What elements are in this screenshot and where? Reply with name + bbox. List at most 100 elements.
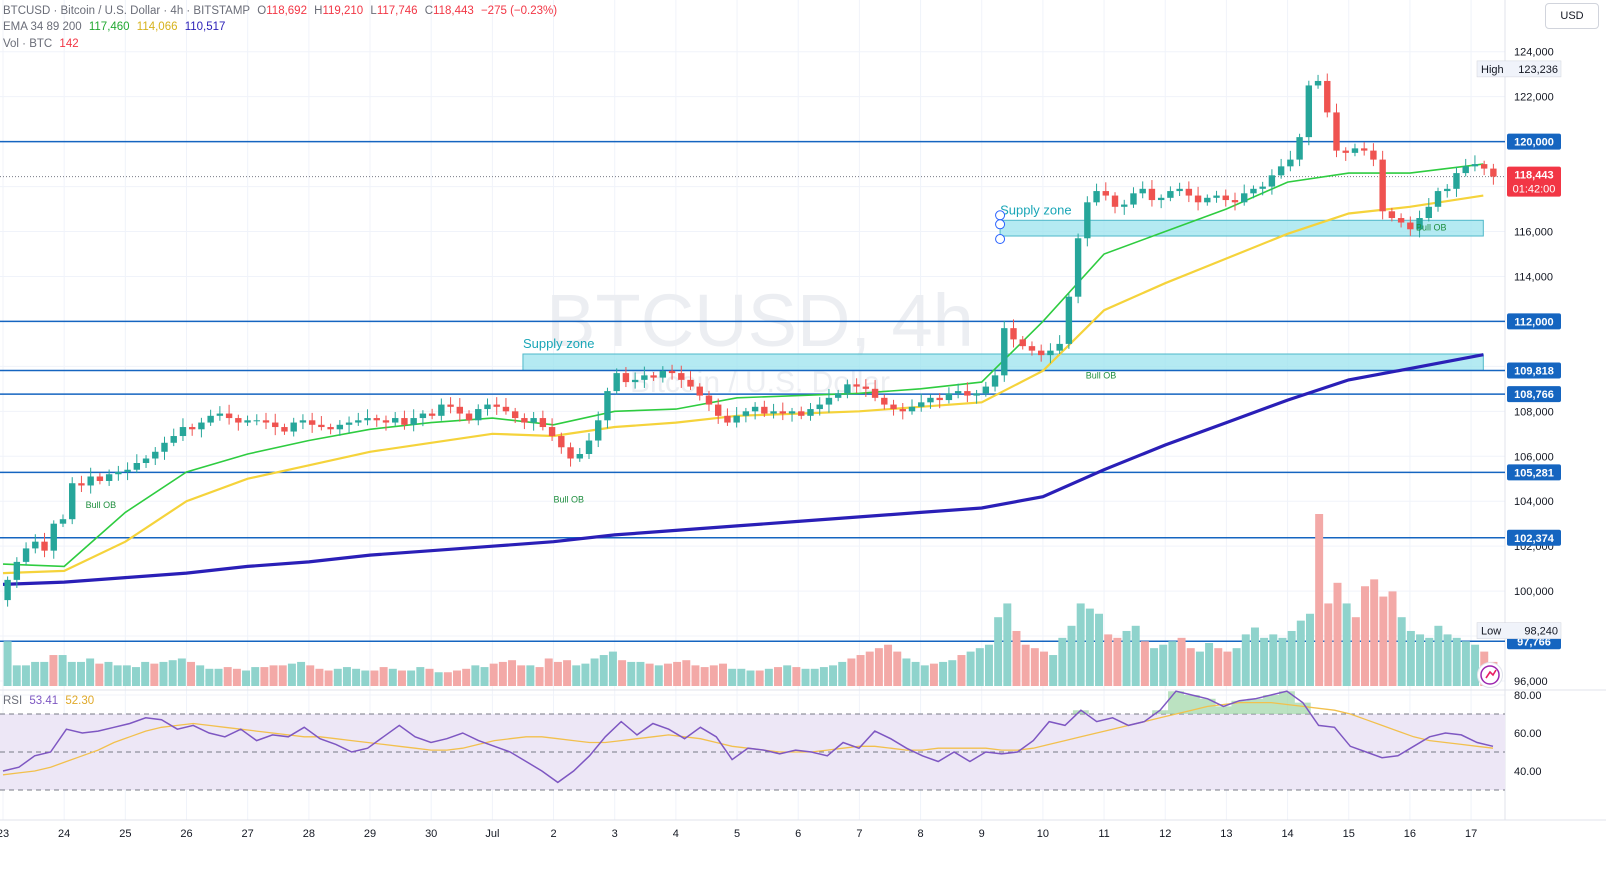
hline-price-tag[interactable] xyxy=(1507,133,1561,150)
volume-bar xyxy=(3,641,12,686)
volume-bar xyxy=(12,665,21,686)
hline-price-label: 105,281 xyxy=(1514,467,1554,479)
candle-body xyxy=(96,476,104,481)
volume-bar xyxy=(278,665,287,686)
candle-body xyxy=(770,411,777,414)
hline-price-label: 109,818 xyxy=(1514,365,1554,377)
candle-body xyxy=(1314,80,1322,86)
candle-body xyxy=(576,454,583,459)
hline-price-tag[interactable] xyxy=(1507,313,1561,330)
volume-bar xyxy=(618,660,627,686)
ema-label: EMA 34 89 200 xyxy=(3,21,82,33)
volume-value: 142 xyxy=(59,38,79,50)
volume-bar xyxy=(1370,579,1379,686)
zone-drag-handle[interactable] xyxy=(995,219,1006,230)
volume-bar xyxy=(865,651,874,686)
hline-price-label: 120,000 xyxy=(1514,137,1554,149)
candle-body xyxy=(142,458,150,464)
candle-body xyxy=(973,393,980,396)
hline-price-tag[interactable] xyxy=(1507,529,1561,546)
volume-bar xyxy=(966,651,975,686)
time-tick-label: 16 xyxy=(1404,828,1416,840)
volume-bar xyxy=(1021,644,1030,686)
volume-bar xyxy=(361,670,370,686)
candle-body xyxy=(954,391,962,394)
candle-body xyxy=(991,375,999,387)
zone-drag-handle[interactable] xyxy=(995,210,1006,221)
volume-bar xyxy=(884,644,893,686)
candle-body xyxy=(862,386,870,389)
candle-body xyxy=(456,406,464,414)
time-tick-label: 5 xyxy=(734,828,740,840)
candle-body xyxy=(1111,195,1119,207)
candle-body xyxy=(152,451,159,459)
currency-button[interactable]: USD xyxy=(1545,3,1599,29)
candle-body xyxy=(511,411,519,419)
candle-body xyxy=(50,523,57,551)
candle-body xyxy=(668,370,676,374)
candle-body xyxy=(428,413,436,416)
volume-bar xyxy=(86,658,95,686)
symbol-line[interactable]: BTCUSD · Bitcoin / U.S. Dollar · 4h · BI… xyxy=(3,5,251,17)
candle-body xyxy=(1157,197,1165,201)
candle-body xyxy=(558,436,565,448)
time-tick-label: 12 xyxy=(1159,828,1171,840)
volume-bar xyxy=(1269,634,1278,686)
candle-body xyxy=(816,404,823,410)
candle-body xyxy=(1287,159,1294,167)
candle-body xyxy=(1379,159,1386,212)
rsi-legend[interactable]: RSI 53.41 52.30 xyxy=(3,693,98,709)
volume-bar xyxy=(1058,637,1067,686)
volume-bar xyxy=(397,670,406,686)
volume-bar xyxy=(1140,641,1149,686)
ema-legend[interactable]: EMA 34 89 200 117,460 114,066 110,517 xyxy=(3,19,229,35)
volume-bar xyxy=(673,661,682,686)
volume-bar xyxy=(205,668,214,686)
tradingview-logo[interactable] xyxy=(1477,662,1503,688)
hline-price-tag[interactable] xyxy=(1507,386,1561,403)
volume-bar xyxy=(1159,644,1168,686)
candle-body xyxy=(1351,148,1359,153)
volume-bar xyxy=(58,655,67,686)
volume-bar xyxy=(132,667,140,686)
grid-layer xyxy=(0,0,1606,821)
rsi-line xyxy=(2,690,1494,784)
candles xyxy=(4,73,1497,607)
volume-bar xyxy=(1278,637,1287,686)
volume-bar xyxy=(1122,630,1131,686)
low-marker-label: Low xyxy=(1481,626,1501,638)
candle-body xyxy=(179,427,187,437)
volume-bar xyxy=(196,665,205,686)
symbol-legend: BTCUSD · Bitcoin / U.S. Dollar · 4h · BI… xyxy=(3,3,561,19)
candle-body xyxy=(1250,188,1257,194)
time-tick-label: 13 xyxy=(1220,828,1232,840)
time-tick-label: 2 xyxy=(550,828,556,840)
candle-body xyxy=(1019,339,1026,347)
rsi-pane xyxy=(0,690,1505,791)
volume-bar xyxy=(517,665,526,686)
candle-body xyxy=(779,411,786,414)
candle-body xyxy=(945,393,953,401)
candle-body xyxy=(364,418,371,421)
hline-price-tag[interactable] xyxy=(1507,464,1561,481)
volume-bar xyxy=(838,661,847,686)
candle-body xyxy=(1231,200,1239,203)
volume-bar xyxy=(957,655,966,686)
last-price-tag[interactable] xyxy=(1507,166,1561,197)
candle-body xyxy=(1213,195,1220,198)
volume-bar xyxy=(893,651,902,686)
volume-legend[interactable]: Vol · BTC 142 xyxy=(3,36,83,52)
candle-body xyxy=(964,391,971,396)
candle-body xyxy=(336,424,344,430)
hline-price-tag[interactable] xyxy=(1507,362,1561,379)
zone-drag-handle[interactable] xyxy=(995,234,1006,245)
candle-body xyxy=(1490,168,1497,177)
volume-bar xyxy=(1223,651,1232,686)
time-tick-label: 7 xyxy=(856,828,862,840)
volume-bar xyxy=(168,660,177,686)
candle-body xyxy=(807,409,814,416)
candle-body xyxy=(1093,191,1100,203)
volume-bar xyxy=(1095,613,1104,686)
